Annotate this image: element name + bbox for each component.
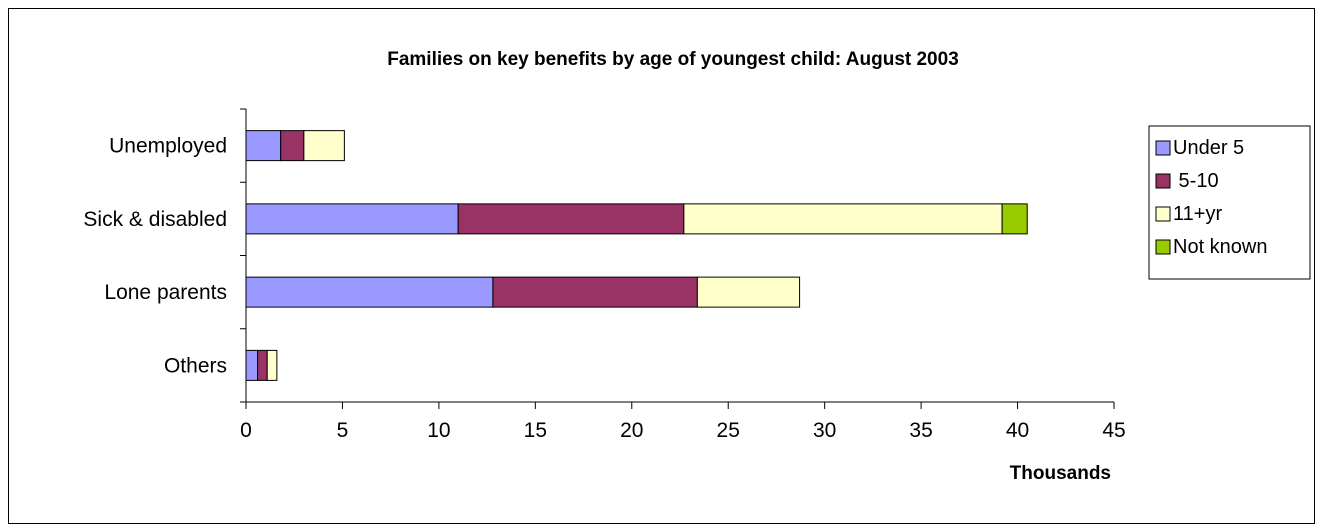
bar-segment <box>245 203 459 235</box>
legend-label: 5-10 <box>1173 170 1219 192</box>
legend-label: Not known <box>1173 236 1268 258</box>
bar-segment <box>303 130 345 162</box>
legend-swatch <box>1155 239 1171 255</box>
chart-frame: Families on key benefits by age of young… <box>8 8 1315 524</box>
legend-swatch <box>1155 206 1171 222</box>
bars <box>245 130 1028 381</box>
category-label: Unemployed <box>109 135 227 158</box>
bar-segment <box>457 203 685 235</box>
x-tick-label: 0 <box>240 419 252 442</box>
category-label: Sick & disabled <box>83 208 227 231</box>
bar-segment <box>1001 203 1028 235</box>
x-tick-label: 10 <box>427 419 450 442</box>
bar-segment <box>257 349 268 381</box>
category-label: Others <box>164 354 227 377</box>
x-tick-labels: 0 5 10 15 20 25 30 35 40 45 <box>240 419 1126 442</box>
legend-box <box>1148 125 1311 280</box>
x-tick-label: 45 <box>1102 419 1125 442</box>
bar-segment <box>266 349 278 381</box>
bar-segment <box>245 349 259 381</box>
x-tick-label: 25 <box>717 419 740 442</box>
legend-swatch <box>1155 173 1171 189</box>
legend-label: Under 5 <box>1173 137 1244 159</box>
x-tick-label: 35 <box>909 419 932 442</box>
stacked-bar-chart: Families on key benefits by age of young… <box>83 49 1311 484</box>
bar-segment <box>696 276 801 308</box>
x-axis-label: Thousands <box>1010 463 1111 484</box>
x-tick-label: 5 <box>337 419 349 442</box>
axes <box>240 108 1115 409</box>
legend-swatch <box>1155 140 1171 156</box>
bar-segment <box>245 276 494 308</box>
x-tick-label: 30 <box>813 419 836 442</box>
legend-label: 11+yr <box>1173 203 1222 225</box>
legend: Under 5 5-10 11+yr Not known <box>1148 125 1311 280</box>
x-tick-label: 15 <box>524 419 547 442</box>
x-tick-label: 20 <box>620 419 643 442</box>
bar-segment <box>280 130 305 162</box>
bar-segment <box>683 203 1003 235</box>
category-labels: Unemployed Sick & disabled Lone parents Oth… <box>83 135 227 378</box>
category-label: Lone parents <box>104 281 227 304</box>
chart-title: Families on key benefits by age of young… <box>387 49 959 70</box>
x-tick-label: 40 <box>1006 419 1029 442</box>
bar-segment <box>245 130 282 162</box>
bar-segment <box>492 276 698 308</box>
